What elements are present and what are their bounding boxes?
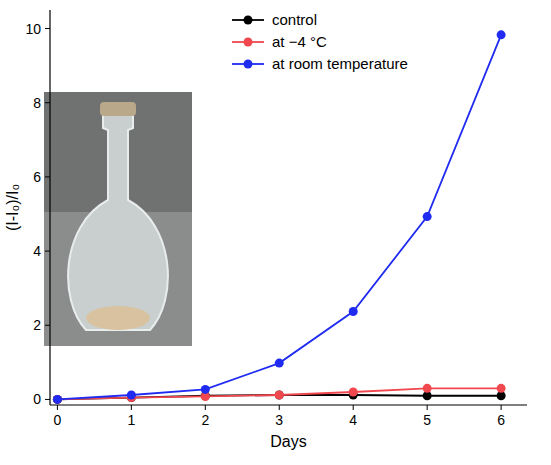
y-axis-title: (I-I₀)/I₀ <box>4 184 21 231</box>
flask <box>68 112 168 330</box>
y-tick-label: 2 <box>33 317 41 333</box>
y-axis <box>49 10 50 405</box>
point <box>275 390 284 399</box>
point <box>497 384 506 393</box>
y-tick <box>45 325 50 326</box>
x-tick <box>353 405 354 410</box>
x-axis-title: Days <box>270 433 306 450</box>
y-tick <box>45 28 50 29</box>
x-tick-label: 1 <box>127 412 135 428</box>
legend-marker <box>244 60 253 69</box>
point <box>423 384 432 393</box>
x-tick <box>427 405 428 410</box>
x-tick-label: 6 <box>497 412 505 428</box>
y-tick <box>45 251 50 252</box>
y-tick-label: 4 <box>33 243 41 259</box>
sample <box>86 306 150 330</box>
y-tick-label: 6 <box>33 169 41 185</box>
legend-marker <box>244 38 253 47</box>
y-tick <box>45 399 50 400</box>
x-tick-label: 4 <box>349 412 357 428</box>
point <box>275 390 284 399</box>
point <box>349 388 358 397</box>
plot-area <box>53 30 506 404</box>
stopper <box>100 102 136 116</box>
y-tick-label: 8 <box>33 95 41 111</box>
point <box>275 359 284 368</box>
x-tick-label: 2 <box>201 412 209 428</box>
legend: control at −4 °C at room temperature <box>232 11 408 72</box>
point <box>349 307 358 316</box>
point <box>53 395 62 404</box>
point <box>201 385 210 394</box>
legend-label: control <box>272 11 317 28</box>
x-tick <box>205 405 206 410</box>
chart: 0 1 2 3 4 5 6 0 2 4 6 8 10 Days (I-I₀)/I₀ control at −4 … <box>0 0 551 465</box>
photo-background <box>44 92 192 346</box>
legend-marker <box>244 16 253 25</box>
series-line <box>57 35 501 400</box>
x-tick <box>501 405 502 410</box>
x-tick <box>57 405 58 410</box>
point <box>53 395 62 404</box>
point <box>53 395 62 404</box>
x-tick-label: 3 <box>275 412 283 428</box>
y-tick <box>45 176 50 177</box>
x-axis <box>50 404 527 405</box>
x-tick <box>131 405 132 410</box>
x-tick <box>279 405 280 410</box>
x-tick-label: 5 <box>423 412 431 428</box>
series-line <box>57 388 501 399</box>
inset-photo <box>44 92 192 346</box>
legend-label: at −4 °C <box>272 33 327 50</box>
x-tick-label: 0 <box>53 412 61 428</box>
y-tick-label: 10 <box>25 21 41 37</box>
legend-label: at room temperature <box>272 55 408 72</box>
point <box>127 390 136 399</box>
y-tick-label: 0 <box>33 391 41 407</box>
y-tick <box>45 102 50 103</box>
point <box>497 30 506 39</box>
point <box>423 212 432 221</box>
